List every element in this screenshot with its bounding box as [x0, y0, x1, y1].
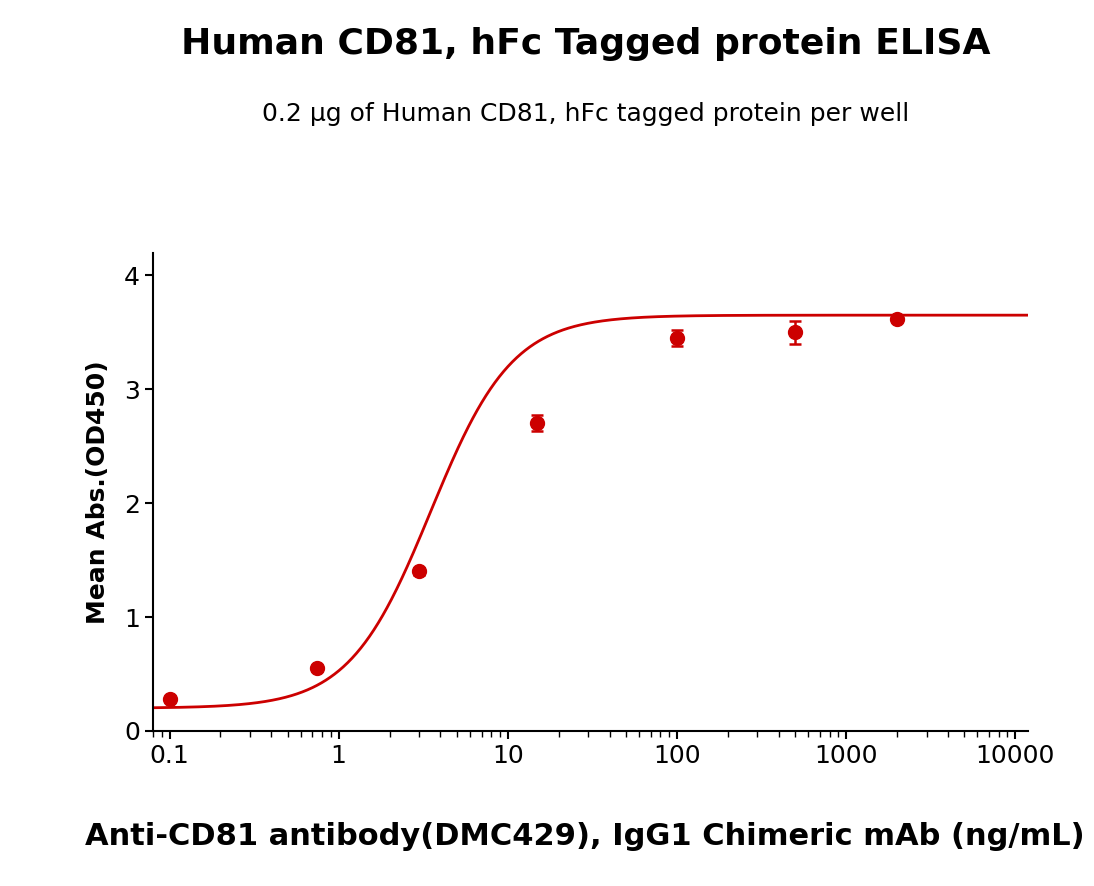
- Y-axis label: Mean Abs.(OD450): Mean Abs.(OD450): [86, 360, 110, 624]
- Text: Anti-CD81 antibody(DMC429), IgG1 Chimeric mAb (ng/mL): Anti-CD81 antibody(DMC429), IgG1 Chimeri…: [85, 821, 1085, 851]
- Text: Human CD81, hFc Tagged protein ELISA: Human CD81, hFc Tagged protein ELISA: [181, 27, 990, 60]
- Text: 0.2 μg of Human CD81, hFc tagged protein per well: 0.2 μg of Human CD81, hFc tagged protein…: [261, 102, 909, 126]
